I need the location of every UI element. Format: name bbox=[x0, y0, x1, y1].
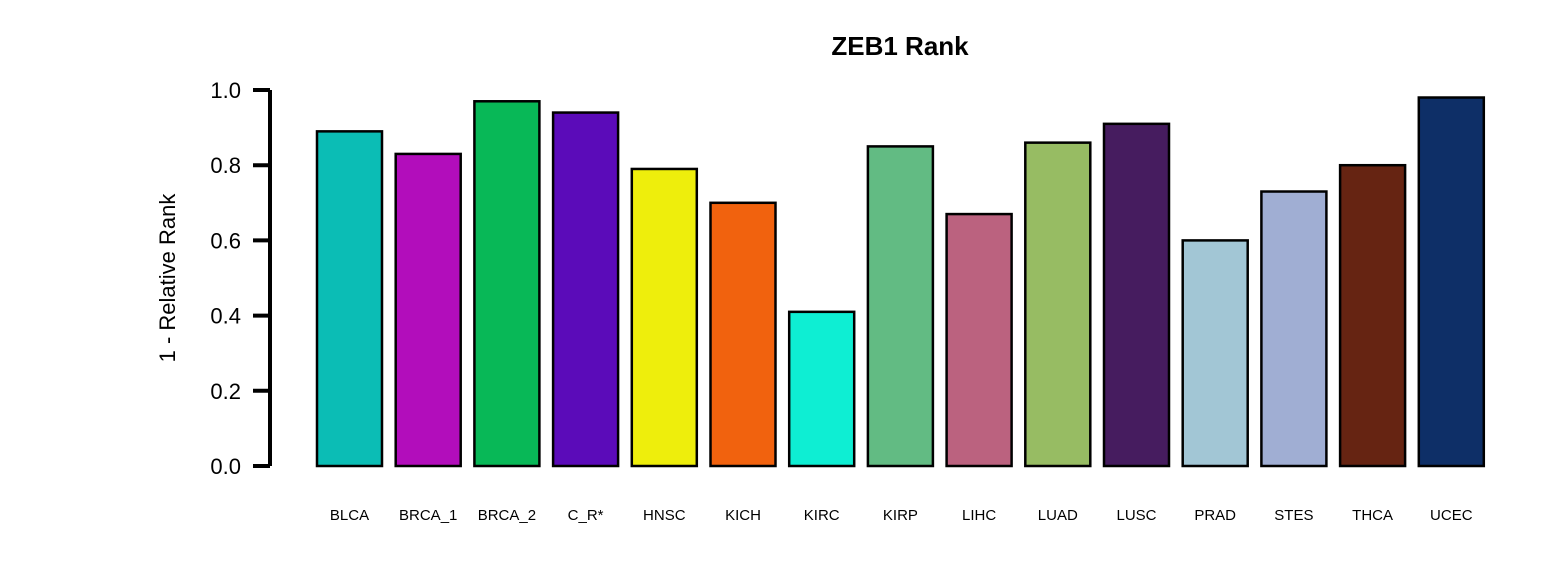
x-tick-label: KIRC bbox=[804, 507, 840, 524]
bar-luad bbox=[1024, 141, 1092, 468]
x-tick-label: BRCA_2 bbox=[478, 507, 536, 524]
x-tick-label: UCEC bbox=[1430, 507, 1473, 524]
y-tick-label: 1.0 bbox=[210, 78, 241, 103]
bar-ucec bbox=[1417, 96, 1486, 468]
x-tick-label: LUAD bbox=[1038, 507, 1078, 524]
x-tick-label: BRCA_1 bbox=[399, 507, 457, 524]
x-tick-label: LIHC bbox=[962, 507, 996, 524]
y-tick-label: 0.0 bbox=[210, 454, 241, 479]
y-tick-label: 0.6 bbox=[210, 228, 241, 253]
x-tick-labels: BLCA BRCA_1 BRCA_2 C_R* HNSC KICH KIRC KIRP LIHC… bbox=[330, 507, 1473, 524]
bar-kirc bbox=[787, 310, 856, 468]
bar-prad bbox=[1181, 239, 1249, 468]
bar-hnsc bbox=[630, 167, 699, 468]
bar-stes bbox=[1260, 190, 1328, 468]
bar-lihc bbox=[945, 212, 1013, 468]
y-tick-label: 0.2 bbox=[210, 379, 241, 404]
y-tick-label: 0.8 bbox=[210, 153, 241, 178]
bar-kich bbox=[709, 201, 777, 468]
x-tick-label: C_R* bbox=[568, 507, 604, 524]
bar-brca-2 bbox=[473, 100, 541, 468]
bars-group bbox=[315, 96, 1486, 468]
bar-kirp bbox=[866, 145, 935, 468]
x-tick-label: KICH bbox=[725, 507, 761, 524]
x-tick-label: LUSC bbox=[1116, 507, 1156, 524]
bar-brca-1 bbox=[394, 152, 462, 468]
y-tick-label: 0.4 bbox=[210, 304, 241, 329]
x-tick-label: THCA bbox=[1352, 507, 1393, 524]
x-tick-label: HNSC bbox=[643, 507, 686, 524]
x-tick-label: STES bbox=[1274, 507, 1313, 524]
y-axis-ticks: 0.0 0.2 0.4 0.6 0.8 1.0 bbox=[210, 78, 270, 479]
bar-lusc bbox=[1102, 122, 1171, 468]
x-tick-label: KIRP bbox=[883, 507, 918, 524]
y-axis-label: 1 - Relative Rank bbox=[155, 193, 180, 363]
chart-title: ZEB1 Rank bbox=[831, 31, 969, 61]
bar-blca bbox=[315, 130, 384, 468]
x-tick-label: BLCA bbox=[330, 507, 369, 524]
x-tick-label: PRAD bbox=[1194, 507, 1236, 524]
bar-thca bbox=[1338, 163, 1407, 468]
bar-c-r- bbox=[551, 111, 620, 468]
